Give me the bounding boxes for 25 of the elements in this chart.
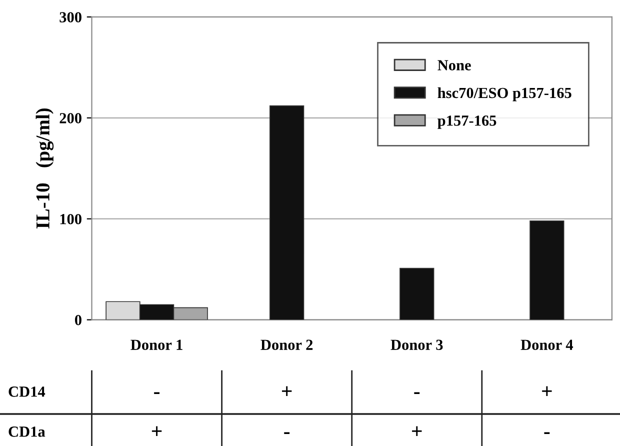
bar xyxy=(530,220,564,320)
y-tick-label: 0 xyxy=(74,314,82,326)
text: - xyxy=(544,432,550,434)
bar xyxy=(270,105,304,320)
text: + xyxy=(282,386,292,396)
text: - xyxy=(154,392,160,394)
text: CD1a xyxy=(8,426,46,437)
y-tick-label: 200 xyxy=(60,113,82,124)
text: + xyxy=(152,426,162,436)
x-tick-label: Donor 3 xyxy=(390,340,443,350)
text: - xyxy=(414,392,420,394)
text: CD14 xyxy=(8,386,46,397)
x-tick-label: Donor 1 xyxy=(130,340,182,350)
text: + xyxy=(542,386,552,396)
bar xyxy=(400,268,434,320)
text: + xyxy=(412,426,422,436)
y-axis-title: IL-10 (pg/ml) xyxy=(36,108,54,228)
x-tick-label: Donor 2 xyxy=(260,340,313,350)
x-tick-label: Donor 4 xyxy=(520,340,574,350)
y-tick-label: 100 xyxy=(60,214,82,224)
legend-label: None xyxy=(438,60,471,70)
legend-label: hsc70/ESO p157-165 xyxy=(438,87,572,102)
legend-label: p157-165 xyxy=(438,116,496,129)
text: - xyxy=(284,432,290,434)
y-tick-label: 300 xyxy=(60,12,82,22)
